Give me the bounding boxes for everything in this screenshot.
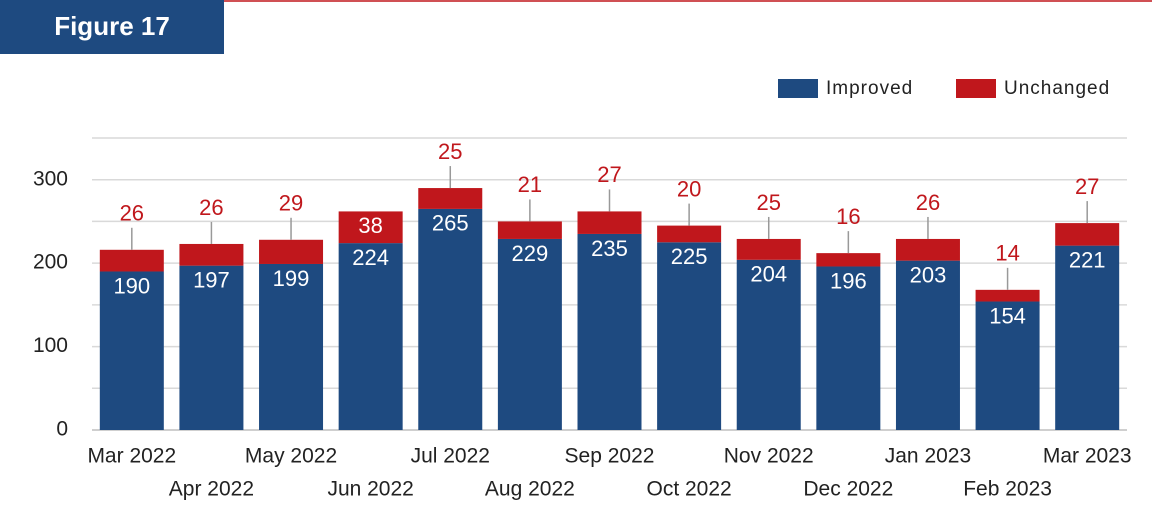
- legend-swatch: [956, 79, 996, 98]
- bar-segment: [179, 265, 244, 430]
- x-tick-label: Aug 2022: [485, 478, 575, 501]
- x-tick-label: Jan 2023: [885, 445, 971, 468]
- bar-segment: [895, 260, 960, 430]
- data-label: 235: [591, 236, 628, 261]
- data-label: 14: [995, 241, 1019, 266]
- bar-segment: [1055, 223, 1120, 246]
- bar-segment: [975, 301, 1040, 430]
- y-tick-label: 300: [33, 167, 68, 190]
- data-label: 225: [671, 244, 708, 269]
- x-tick-label: Jul 2022: [411, 445, 490, 468]
- x-tick-label: Dec 2022: [803, 478, 893, 501]
- data-label: 16: [836, 204, 860, 229]
- y-tick-label: 0: [56, 418, 68, 441]
- bar-segment: [338, 211, 403, 244]
- data-label: 190: [113, 273, 150, 298]
- data-label: 224: [352, 245, 389, 270]
- x-tick-label: Mar 2022: [87, 445, 176, 468]
- chart-title: Figure 17: [54, 11, 170, 41]
- bar-segment: [99, 271, 164, 430]
- bar-segment: [816, 253, 881, 267]
- bar-segment: [259, 263, 324, 430]
- x-tick-label: Apr 2022: [169, 478, 254, 501]
- data-label: 29: [279, 191, 303, 216]
- data-label: 197: [193, 267, 230, 292]
- x-tick-label: Oct 2022: [646, 478, 731, 501]
- bar-segment: [1055, 245, 1120, 430]
- bar-segment: [418, 208, 483, 430]
- data-label: 154: [989, 303, 1026, 328]
- data-label: 229: [512, 241, 549, 266]
- bar-segment: [259, 239, 324, 264]
- bar-segment: [657, 242, 722, 430]
- data-label: 25: [756, 190, 780, 215]
- data-label: 265: [432, 211, 469, 236]
- bar-segment: [577, 233, 642, 430]
- bar-segment: [338, 243, 403, 430]
- bar-segment: [418, 188, 483, 209]
- y-tick-label: 100: [33, 334, 68, 357]
- data-label: 26: [120, 201, 144, 226]
- x-tick-label: Feb 2023: [963, 478, 1052, 501]
- data-label: 199: [273, 266, 310, 291]
- legend-label: Unchanged: [1004, 78, 1110, 99]
- bar-segment: [99, 249, 164, 272]
- data-label: 27: [1075, 174, 1099, 199]
- data-label: 21: [518, 172, 542, 197]
- bar-segment: [497, 221, 562, 239]
- y-tick-label: 200: [33, 251, 68, 274]
- data-label: 25: [438, 139, 462, 164]
- data-label: 203: [910, 262, 947, 287]
- data-label: 38: [358, 213, 382, 238]
- data-label: 204: [750, 262, 787, 287]
- bar-segment: [736, 238, 801, 260]
- data-label: 196: [830, 268, 867, 293]
- bar-segment: [179, 243, 244, 266]
- bar-segment: [736, 259, 801, 430]
- x-tick-label: Nov 2022: [724, 445, 814, 468]
- bar-segment: [657, 225, 722, 243]
- bar-segment: [577, 211, 642, 234]
- data-label: 27: [597, 162, 621, 187]
- bar-segment: [816, 266, 881, 430]
- data-label: 221: [1069, 247, 1106, 272]
- x-tick-label: Mar 2023: [1043, 445, 1132, 468]
- data-label: 20: [677, 176, 701, 201]
- data-label: 26: [199, 195, 223, 220]
- x-tick-label: Jun 2022: [327, 478, 413, 501]
- bar-segment: [975, 289, 1040, 302]
- legend-label: Improved: [826, 78, 913, 99]
- data-label: 26: [916, 190, 940, 215]
- bar-segment: [497, 238, 562, 430]
- bar-segment: [895, 238, 960, 261]
- x-tick-label: May 2022: [245, 445, 337, 468]
- title-badge: [0, 0, 224, 54]
- legend-swatch: [778, 79, 818, 98]
- x-tick-label: Sep 2022: [565, 445, 655, 468]
